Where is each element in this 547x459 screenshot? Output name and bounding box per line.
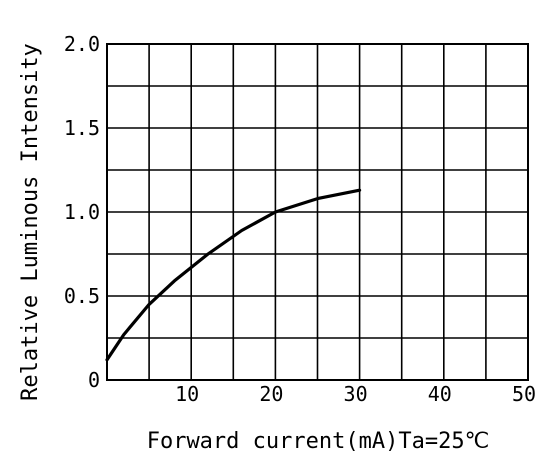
x-tick-label: 20 bbox=[259, 382, 283, 406]
x-tick-label: 40 bbox=[428, 382, 452, 406]
series-line bbox=[105, 188, 362, 362]
plot-frame bbox=[106, 43, 529, 381]
x-tick-label: 10 bbox=[175, 382, 199, 406]
y-tick-label: 1.0 bbox=[64, 200, 100, 224]
y-tick-label: 0.5 bbox=[64, 284, 100, 308]
x-axis-label: Forward current(mA)Ta=25℃ bbox=[147, 429, 490, 454]
y-tick-label: 1.5 bbox=[64, 116, 100, 140]
x-tick-label: 30 bbox=[344, 382, 368, 406]
y-tick-labels: 0 0.5 1.0 1.5 2.0 bbox=[64, 32, 100, 392]
y-tick-label: 0 bbox=[88, 368, 100, 392]
x-tick-label: 50 bbox=[512, 382, 536, 406]
chart-grid bbox=[107, 44, 528, 380]
y-axis-label: Relative Luminous Intensity bbox=[18, 43, 43, 401]
x-tick-labels: 10 20 30 40 50 bbox=[175, 382, 536, 406]
y-tick-label: 2.0 bbox=[64, 32, 100, 56]
